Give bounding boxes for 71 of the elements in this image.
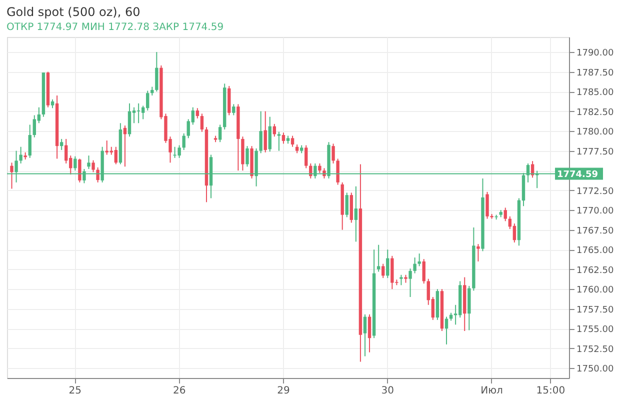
candlestick (290, 135, 294, 148)
y-tick-label: 1760.00 (576, 286, 614, 296)
candlestick (268, 116, 272, 152)
candlestick (155, 52, 158, 92)
candlestick (136, 102, 140, 124)
candlestick (304, 144, 308, 169)
candlestick (74, 156, 77, 172)
candlestick (128, 102, 132, 138)
candlestick (336, 158, 340, 186)
x-tick-label: 25 (68, 386, 82, 396)
y-tick-label: 1755.00 (576, 325, 614, 336)
candlestick (368, 314, 372, 353)
y-tick-label: 1790.00 (576, 48, 614, 59)
candlestick (363, 314, 367, 357)
candlestick (196, 108, 200, 119)
x-tick-label: 29 (277, 386, 290, 396)
candlestick (259, 110, 262, 154)
candlestick (354, 186, 358, 242)
candlestick (376, 244, 380, 272)
candlestick (200, 113, 204, 132)
chart-title: Gold spot (500 oz), 60 (6, 5, 140, 19)
candlestick (87, 155, 90, 170)
text: ОТКР 1774.97 МИН 1772.78 ЗАКР 1774.59 (6, 22, 224, 33)
x-tick-label: 26 (172, 386, 186, 396)
x-tick-label: 15:00 (536, 386, 566, 396)
candlestick (10, 162, 14, 190)
candlestick (512, 223, 516, 243)
candlestick (444, 316, 448, 345)
candlestick (332, 143, 335, 164)
y-tick-label: 1777.50 (576, 147, 614, 158)
y-tick-label: 1767.50 (576, 226, 614, 236)
candlestick (504, 207, 507, 222)
x-tick-label: 30 (381, 386, 394, 396)
candlestick (345, 192, 348, 218)
candlestick (264, 110, 267, 153)
candlestick (408, 268, 412, 298)
candlestick (277, 131, 281, 152)
candlestick (386, 249, 390, 279)
y-tick-label: 1785.00 (576, 88, 614, 98)
candlestick (19, 146, 22, 164)
y-tick-label: 1752.50 (576, 344, 614, 355)
candlestick (382, 263, 385, 279)
y-tick-label: 1765.00 (576, 246, 614, 256)
candlestick (60, 138, 64, 151)
y-tick-label: 1770.00 (576, 206, 614, 217)
candlestick (476, 244, 480, 262)
candlestick (422, 258, 426, 284)
candlestick (28, 124, 32, 158)
candlestick (64, 138, 68, 164)
candlestick (218, 124, 222, 143)
candlestick (114, 146, 118, 165)
y-tick-label: 1762.50 (576, 266, 614, 276)
y-tick-label: 1757.50 (576, 305, 614, 316)
candlestick (418, 253, 421, 267)
ref-line-label: 1774.59 (557, 170, 598, 180)
candlestick (400, 274, 403, 286)
candlestick (318, 162, 322, 174)
candlestick (282, 132, 286, 144)
candlestick (96, 166, 100, 183)
candlestick (413, 256, 416, 274)
candlestick (182, 132, 186, 151)
x-tick-label: Июл (480, 386, 503, 396)
candlestick (78, 158, 82, 183)
y-tick-label: 1787.50 (576, 68, 614, 78)
candlestick (246, 146, 249, 168)
y-tick-label: 1782.50 (576, 108, 614, 118)
y-tick-label: 1772.50 (576, 186, 614, 197)
candlestick (92, 160, 95, 173)
y-tick-label: 1750.00 (576, 364, 614, 375)
candlestick (232, 104, 236, 116)
y-tick-label: 1780.00 (576, 128, 614, 138)
